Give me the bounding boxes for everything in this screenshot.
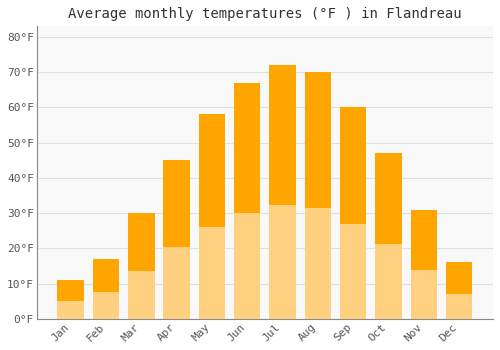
Bar	[304, 72, 331, 319]
Bar	[164, 160, 190, 319]
Bar	[58, 301, 84, 319]
Bar	[410, 210, 437, 319]
Bar	[340, 224, 366, 319]
Bar	[446, 294, 472, 319]
Bar	[340, 107, 366, 319]
Bar	[304, 208, 331, 319]
Bar	[234, 212, 260, 319]
Bar	[375, 244, 402, 319]
Bar	[128, 213, 154, 319]
Bar	[93, 292, 120, 319]
Bar	[234, 83, 260, 319]
Bar	[198, 227, 225, 319]
Bar	[410, 270, 437, 319]
Bar	[270, 65, 296, 319]
Bar	[164, 247, 190, 319]
Bar	[375, 153, 402, 319]
Bar	[93, 259, 120, 319]
Bar	[128, 271, 154, 319]
Bar	[58, 280, 84, 319]
Title: Average monthly temperatures (°F ) in Flandreau: Average monthly temperatures (°F ) in Fl…	[68, 7, 462, 21]
Bar	[270, 205, 296, 319]
Bar	[446, 262, 472, 319]
Bar	[198, 114, 225, 319]
